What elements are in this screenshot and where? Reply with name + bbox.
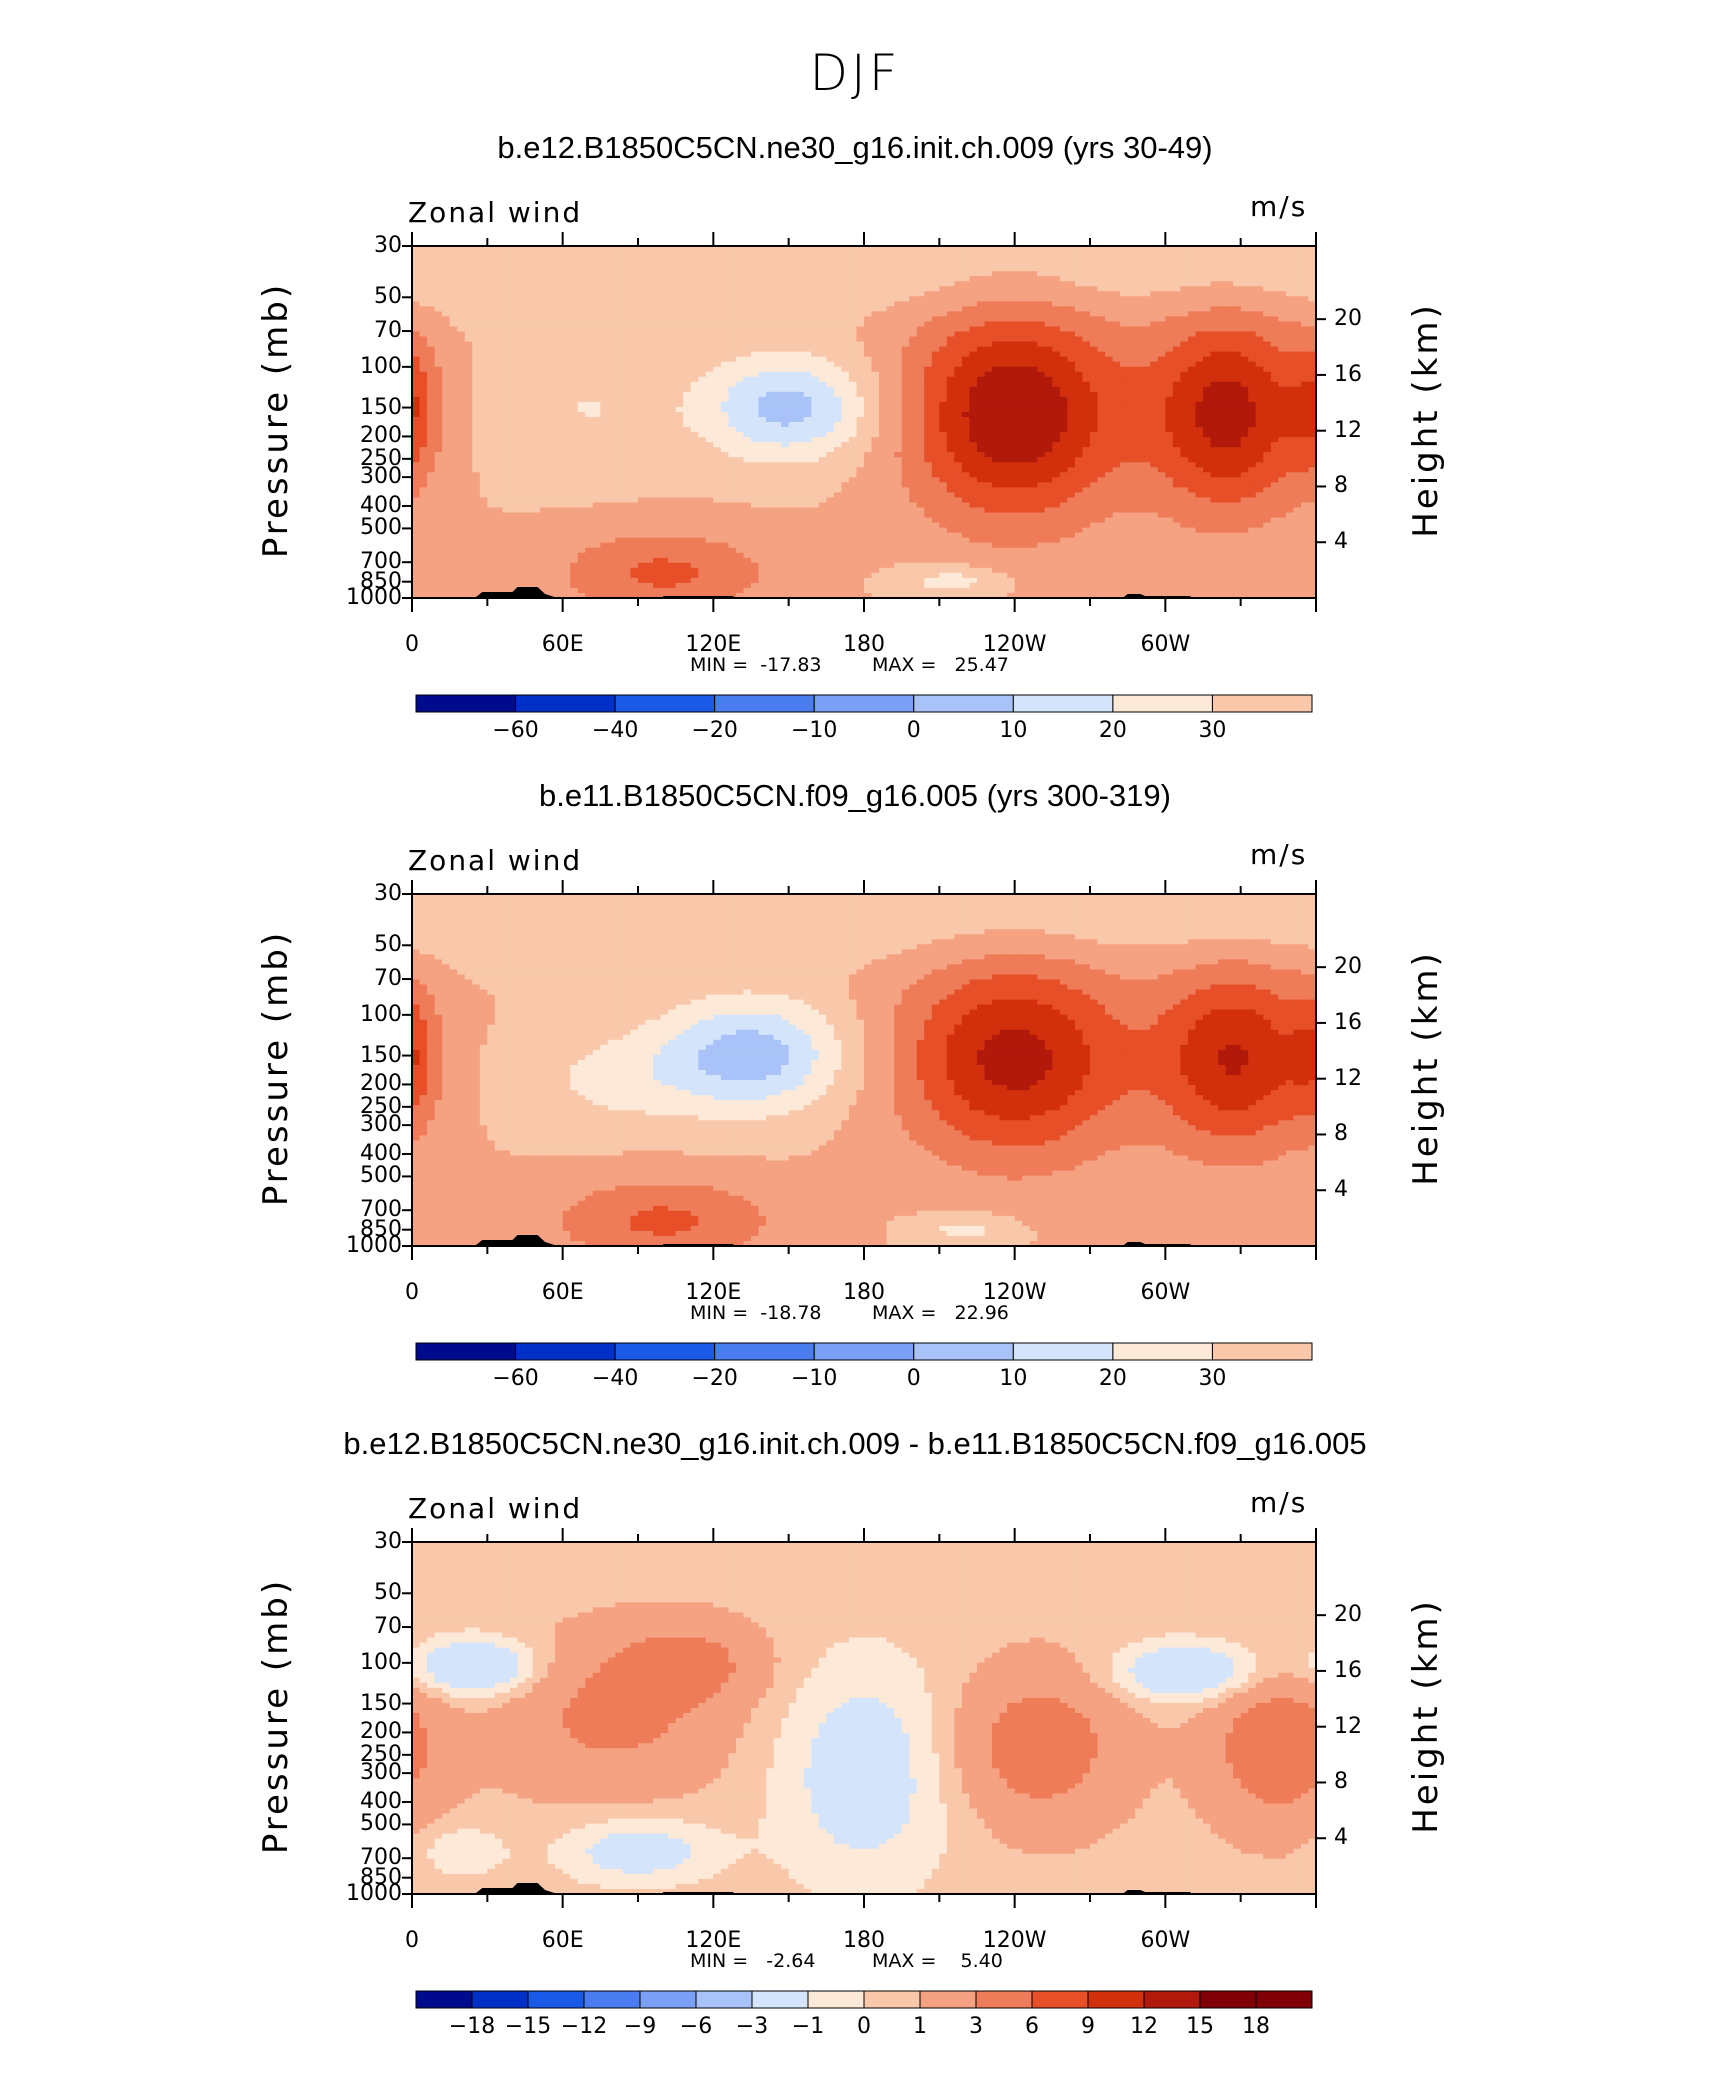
chart-panel-1: b.e12.B1850C5CN.ne30_g16.init.ch.009 (yr…: [0, 0, 1710, 640]
